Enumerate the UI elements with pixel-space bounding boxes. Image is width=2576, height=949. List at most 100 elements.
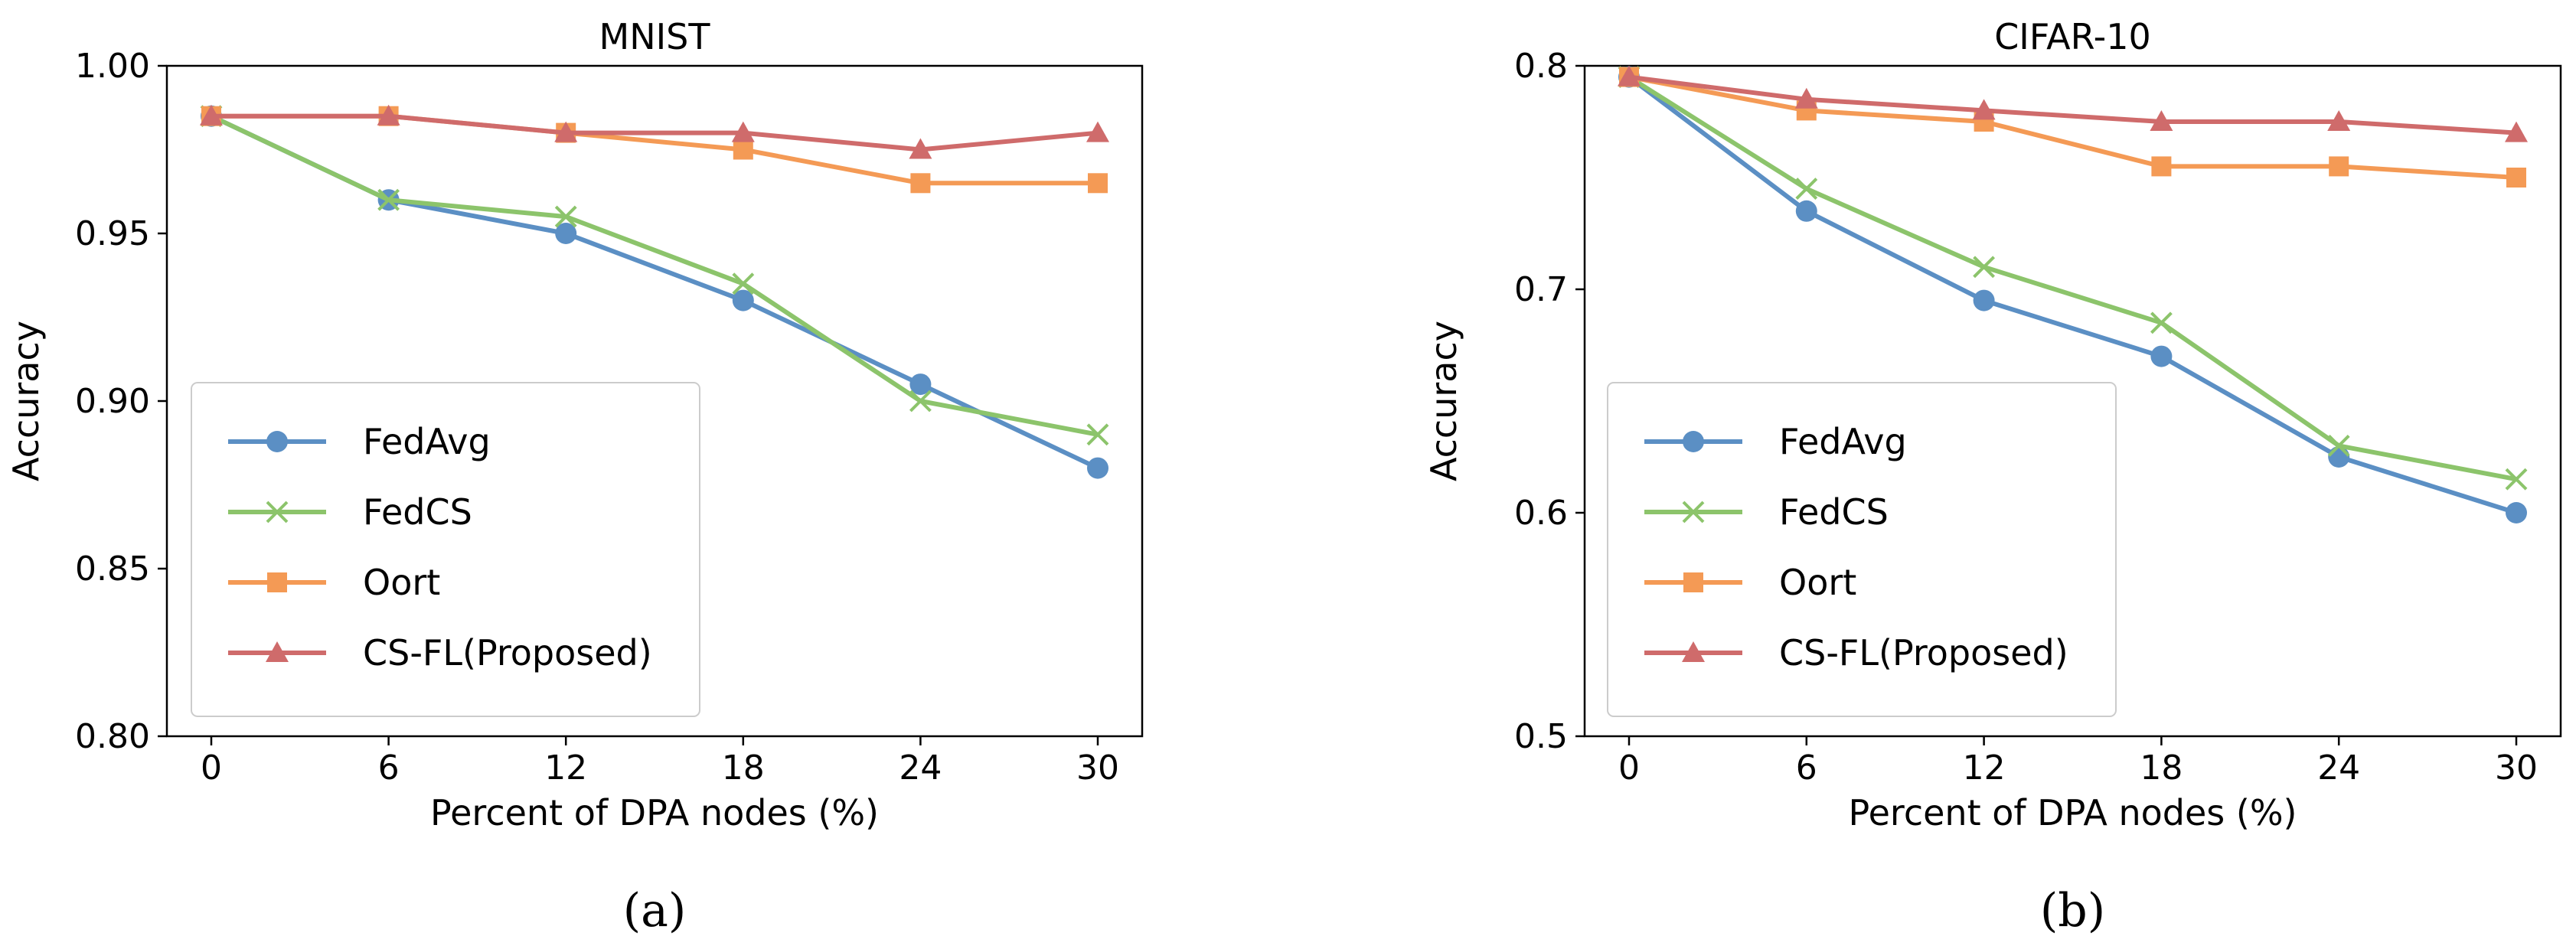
series-line [211, 113, 1098, 186]
data-point [909, 373, 932, 396]
chart-panel-cifar10: CIFAR-10 Accuracy Percent of DPA nodes (… [1423, 16, 2562, 938]
marker-stroke [1973, 256, 1996, 279]
legend-label: Oort [1779, 562, 1856, 603]
marker-stroke [732, 272, 755, 295]
data-point [909, 138, 932, 159]
series-oort [201, 106, 1108, 194]
marker-stroke [2505, 468, 2528, 491]
legend-marker [1682, 501, 1705, 523]
legend-marker [266, 501, 289, 523]
legend-entry: Oort [228, 562, 440, 603]
y-tick-label: 0.90 [75, 382, 150, 421]
y-tick-label: 0.95 [75, 214, 150, 253]
legend-box [191, 382, 700, 717]
data-point [1795, 200, 1817, 222]
legend-entry: Oort [1644, 562, 1856, 603]
data-point [554, 121, 578, 142]
x-tick-label: 30 [1076, 748, 1119, 788]
data-point [1972, 99, 1996, 120]
x-tick-label: 24 [899, 748, 942, 788]
data-point [2505, 121, 2528, 142]
marker-stroke [1086, 423, 1109, 446]
series-line [210, 113, 1099, 437]
legend-entry: CS-FL(Proposed) [1644, 632, 2068, 673]
legend-entry: CS-FL(Proposed) [228, 632, 652, 673]
x-tick-label: 0 [201, 748, 222, 788]
y-tick-label: 0.7 [1514, 270, 1568, 309]
x-tick-label: 0 [1618, 748, 1640, 788]
data-point [1088, 173, 1108, 194]
x-axis-label: Percent of DPA nodes (%) [1849, 792, 2297, 833]
data-point [2151, 156, 2172, 177]
data-point [732, 272, 755, 295]
legend-label: FedAvg [1779, 421, 1907, 462]
data-point [377, 104, 400, 126]
y-tick-label: 0.80 [75, 717, 150, 756]
data-point [1973, 256, 1996, 279]
x-tick-label: 12 [1963, 748, 2006, 788]
data-point [2327, 110, 2351, 131]
data-point [1087, 457, 1108, 479]
legend-entry: FedAvg [1644, 421, 1907, 462]
legend-label: CS-FL(Proposed) [363, 632, 652, 673]
data-point [2329, 156, 2349, 177]
legend-marker [1683, 431, 1704, 452]
data-point [1086, 121, 1109, 142]
x-tick-label: 30 [2495, 748, 2538, 788]
marker-stroke [554, 205, 577, 228]
y-tick-label: 0.85 [75, 550, 150, 589]
data-point [200, 104, 223, 126]
legend-label: Oort [363, 562, 440, 603]
x-tick-label: 18 [722, 748, 765, 788]
y-tick-label: 1.00 [75, 47, 150, 86]
series-line [1628, 74, 2517, 180]
legend-entry: FedAvg [228, 421, 491, 462]
legend-marker [266, 431, 288, 452]
data-point [731, 121, 755, 142]
marker-stroke [377, 188, 400, 211]
legend-marker [1682, 641, 1705, 662]
legend-marker [267, 572, 287, 592]
data-point [2505, 468, 2528, 491]
data-point [2150, 311, 2173, 334]
plot-frame [1583, 64, 2562, 738]
data-point [554, 205, 577, 228]
legend-entry: FedCS [1644, 491, 1889, 533]
series-line [1628, 75, 2517, 515]
legend-marker [266, 641, 289, 662]
data-point [1795, 178, 1818, 201]
marker-stroke [2150, 311, 2173, 334]
panel-label: (a) [623, 884, 687, 938]
marker-stroke [2327, 434, 2350, 457]
legend-label: FedCS [1779, 491, 1889, 533]
legend-label: FedCS [363, 491, 472, 533]
x-tick-label: 6 [1796, 748, 1817, 788]
legend-label: FedAvg [363, 421, 491, 462]
legend-box [1607, 382, 2117, 717]
legend-entry: FedCS [228, 491, 472, 533]
data-point [1086, 423, 1109, 446]
data-point [909, 390, 932, 413]
data-point [2150, 345, 2173, 367]
y-axis-label: Accuracy [5, 321, 47, 481]
legend: FedAvg FedCS Oort CS-FL(Proposed) [191, 382, 700, 717]
x-tick-label: 24 [2317, 748, 2360, 788]
chart-title: MNIST [599, 16, 711, 57]
series-cs-fl-proposed- [200, 104, 1109, 159]
data-point [555, 223, 577, 244]
data-point [1973, 289, 1995, 311]
y-tick-label: 0.6 [1514, 494, 1568, 533]
chart-panel-mnist: MNIST Accuracy Percent of DPA nodes (%) … [5, 16, 1144, 938]
data-point [1618, 65, 1641, 86]
data-point [1794, 87, 1818, 109]
y-tick-label: 0.8 [1514, 47, 1568, 86]
chart-title: CIFAR-10 [1994, 16, 2151, 57]
data-point [2506, 502, 2527, 523]
data-point [2327, 434, 2350, 457]
legend-label: CS-FL(Proposed) [1779, 632, 2068, 673]
marker-stroke [1795, 178, 1818, 201]
series-line [1628, 74, 2517, 135]
data-point [732, 289, 754, 311]
marker-stroke [909, 390, 932, 413]
